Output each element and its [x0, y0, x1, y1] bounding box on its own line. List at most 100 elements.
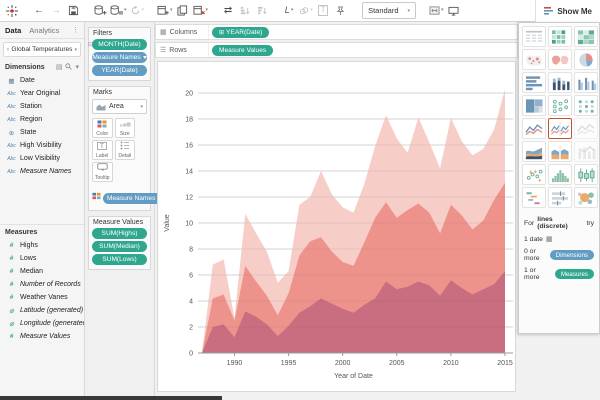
- treemap-icon: [525, 98, 543, 113]
- showme-continuous-area[interactable]: [522, 141, 546, 162]
- lines-icon: [525, 123, 543, 135]
- dimension-date[interactable]: ▦ Date: [0, 74, 84, 87]
- showme-side-by-side-circles[interactable]: [574, 95, 598, 116]
- svg-text:Year of Date: Year of Date: [334, 373, 373, 380]
- label-button[interactable]: T Label: [92, 140, 113, 160]
- area-series-sum-lows[interactable]: [202, 271, 505, 353]
- stacked-bar-icon: [552, 77, 570, 90]
- data-source-selector[interactable]: Global Temperatures ▾: [3, 42, 81, 57]
- showme-pie-charts[interactable]: [574, 49, 598, 70]
- svg-text:2005: 2005: [389, 360, 405, 367]
- showme-packed-bubbles[interactable]: [574, 187, 598, 208]
- pill-label: MONTH(Date): [98, 41, 141, 48]
- duplicate-sheet-button[interactable]: [176, 3, 190, 19]
- add-data-source-button[interactable]: [93, 3, 107, 19]
- showme-text-tables[interactable]: [522, 26, 546, 47]
- measure-longitude-generated[interactable]: ⊕ Longitude (generated): [0, 317, 84, 330]
- color-button[interactable]: Color: [92, 118, 113, 138]
- search-icon[interactable]: [65, 62, 73, 72]
- text-button[interactable]: T: [316, 3, 330, 19]
- tableau-logo-icon[interactable]: [5, 3, 19, 19]
- undo-button[interactable]: ←: [34, 4, 44, 16]
- pill-sum-lows[interactable]: SUM(Lows): [92, 254, 147, 265]
- dimension-region[interactable]: Abc Region: [0, 113, 84, 126]
- showme-dual-combination[interactable]: [574, 141, 598, 162]
- measure-lows[interactable]: # Lows: [0, 252, 84, 265]
- pill-measure-values[interactable]: Measure Values: [212, 44, 274, 56]
- dimension-station[interactable]: Abc Station: [0, 100, 84, 113]
- measure-median[interactable]: # Median: [0, 265, 84, 278]
- save-button[interactable]: [66, 3, 80, 19]
- pill-month-date[interactable]: MONTH(Date): [92, 39, 147, 50]
- new-worksheet-button[interactable]: ▾: [157, 3, 173, 19]
- marks-title: Marks: [93, 89, 113, 96]
- fit-width-button[interactable]: ▾: [429, 3, 444, 19]
- tab-analytics[interactable]: Analytics: [29, 25, 60, 35]
- menu-icon[interactable]: ▾: [75, 64, 79, 71]
- dimension-measure-names[interactable]: Abc Measure Names: [0, 165, 84, 178]
- mark-type-select[interactable]: Area ▾: [92, 99, 147, 114]
- dimension-state[interactable]: ⊕ State: [0, 126, 84, 139]
- pill-year-date[interactable]: ⊞ YEAR(Date): [212, 26, 270, 38]
- columns-shelf[interactable]: ▦ Columns ⊞ YEAR(Date): [155, 24, 518, 40]
- showme-treemaps[interactable]: [522, 95, 546, 116]
- hierarchy-minus-icon[interactable]: ⊟: [88, 42, 94, 48]
- pill-sum-highs[interactable]: SUM(Highs): [92, 228, 147, 239]
- showme-box-and-whisker-plots[interactable]: [574, 164, 598, 185]
- svg-text:16: 16: [185, 143, 193, 150]
- presentation-mode-button[interactable]: [447, 3, 461, 19]
- dimension-low-visibility[interactable]: Abc Low Visibility: [0, 152, 84, 165]
- dimension-high-visibility[interactable]: Abc High Visibility: [0, 139, 84, 152]
- pill-sum-median[interactable]: SUM(Median): [92, 241, 147, 252]
- clear-sheet-button[interactable]: ▾: [193, 3, 208, 19]
- dimension-year-original[interactable]: Abc Year Original: [0, 87, 84, 100]
- showme-gantt-charts[interactable]: [522, 187, 546, 208]
- view-as-icon[interactable]: ▤: [55, 64, 63, 71]
- swap-axes-button[interactable]: ⇄: [223, 4, 233, 16]
- measure-number-of-records[interactable]: # Number of Records: [0, 278, 84, 291]
- pane-options-icon[interactable]: ⋮: [72, 27, 79, 34]
- dual-combo-icon: [578, 145, 596, 159]
- tooltip-button[interactable]: Tooltip: [92, 162, 113, 182]
- measure-highs[interactable]: # Highs: [0, 239, 84, 252]
- pin-button[interactable]: [333, 3, 347, 19]
- rows-shelf[interactable]: ☰ Rows Measure Values: [155, 42, 518, 58]
- chart-canvas[interactable]: 0 2 4 6 8 10 12 14 16 18 20 1990 1995 2000 2005 2010 201…: [157, 61, 516, 392]
- pill-year-date[interactable]: YEAR(Date): [92, 65, 147, 76]
- size-button[interactable]: Size: [114, 118, 135, 138]
- showme-side-by-side-bars[interactable]: [574, 72, 598, 93]
- rows-icon: ☰: [160, 47, 167, 54]
- showme-stacked-bars[interactable]: [548, 72, 572, 93]
- showme-bullet-graphs[interactable]: [548, 187, 572, 208]
- showme-heat-maps[interactable]: [548, 26, 572, 47]
- sort-ascending-button[interactable]: [238, 3, 252, 19]
- run-updates-button[interactable]: ▾: [130, 3, 144, 19]
- showme-circle-views[interactable]: [548, 95, 572, 116]
- measure-latitude-generated[interactable]: ⊕ Latitude (generated): [0, 304, 84, 317]
- showme-dual-lines[interactable]: [574, 118, 598, 139]
- showme-histograms[interactable]: [548, 164, 572, 185]
- color-legend-icon: [92, 187, 101, 205]
- showme-continuous-lines[interactable]: [522, 118, 546, 139]
- group-button[interactable]: ▾: [299, 3, 313, 19]
- redo-button[interactable]: →: [51, 4, 61, 16]
- pause-updates-button[interactable]: ▾: [110, 3, 127, 19]
- field-label: Highs: [20, 242, 38, 249]
- tab-data[interactable]: Data: [5, 25, 22, 35]
- measure-measure-values[interactable]: # Measure Values: [0, 330, 84, 343]
- detail-button[interactable]: Detail: [114, 140, 135, 160]
- showme-filled-maps[interactable]: [548, 49, 572, 70]
- measure-weather-vanes[interactable]: # Weather Vanes: [0, 291, 84, 304]
- fit-mode-select[interactable]: Standard ▾: [362, 2, 417, 19]
- showme-horizontal-bars[interactable]: [522, 72, 546, 93]
- showme-discrete-area[interactable]: [548, 141, 572, 162]
- show-me-button[interactable]: Show Me: [535, 0, 600, 22]
- showme-highlight-tables[interactable]: [574, 26, 598, 47]
- showme-scatter-plots[interactable]: [522, 164, 546, 185]
- show-labels-button[interactable]: L ▾: [284, 5, 294, 15]
- showme-discrete-lines[interactable]: [548, 118, 572, 139]
- pill-measure-names[interactable]: Measure Names: [92, 52, 147, 63]
- showme-symbol-maps[interactable]: [522, 49, 546, 70]
- field-label: Measure Names: [20, 168, 72, 175]
- sort-descending-button[interactable]: [255, 3, 269, 19]
